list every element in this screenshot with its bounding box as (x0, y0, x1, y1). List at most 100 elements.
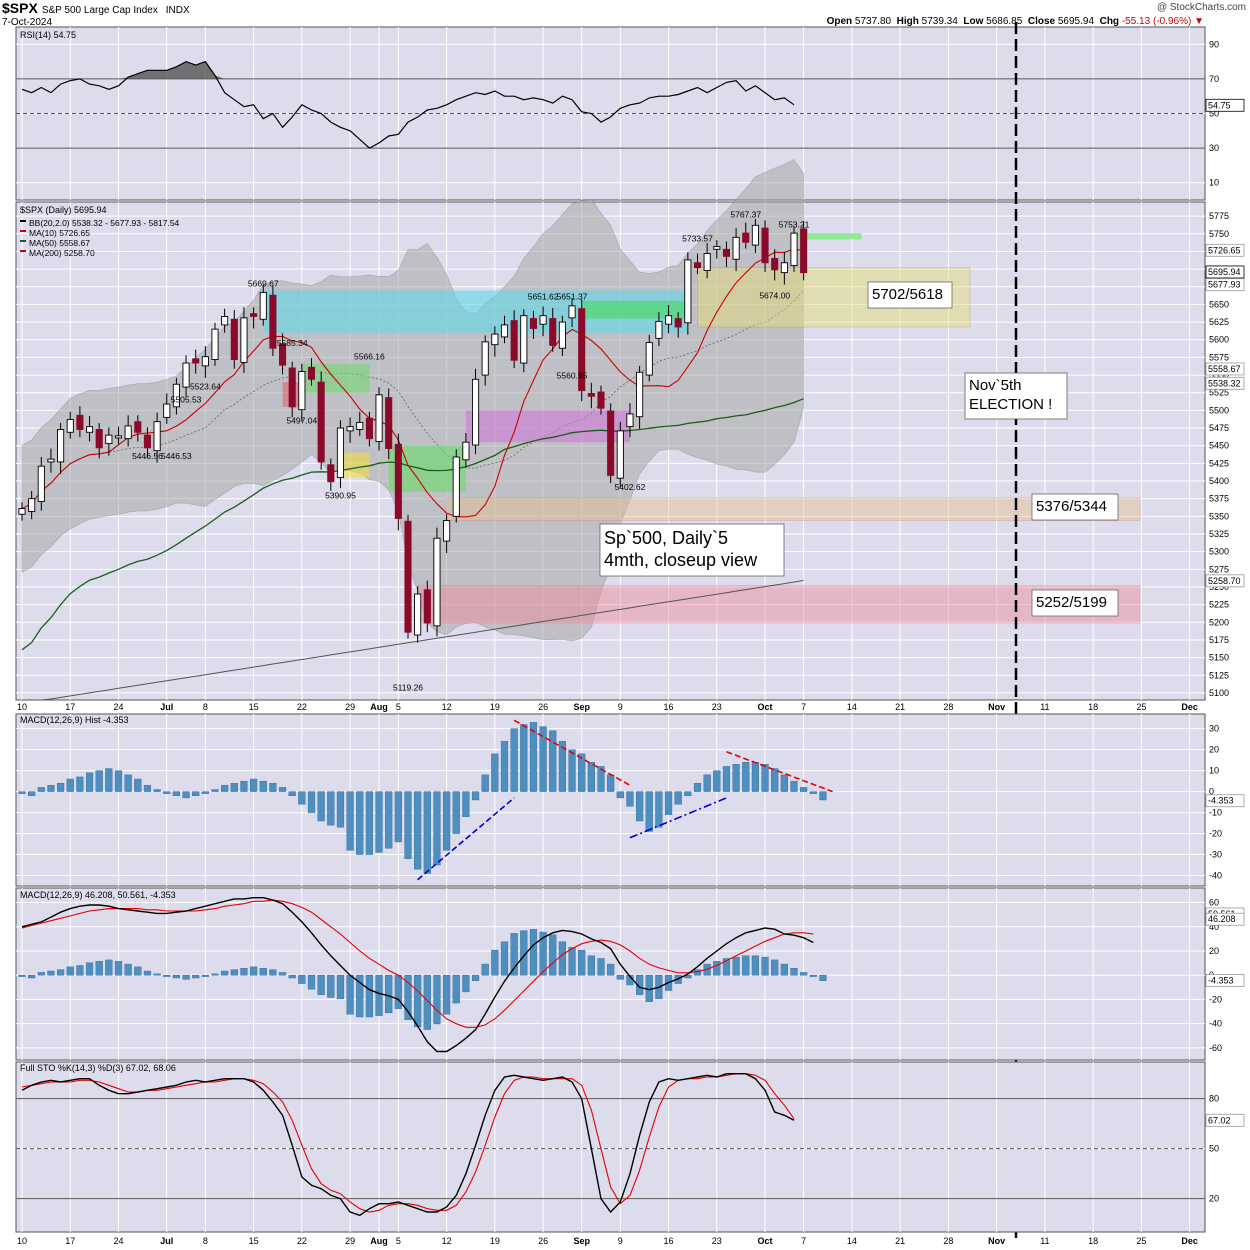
candle-up (500, 324, 509, 338)
hist-bar (462, 791, 470, 817)
price-y-tick: 5625 (1209, 317, 1229, 327)
macd-hist-bar (192, 975, 200, 979)
hist-bar (66, 778, 74, 792)
macd-hist-bar (356, 975, 364, 1018)
price-low-label: 5674.00 (759, 290, 790, 300)
macd-hist-bar (761, 956, 769, 976)
macd-y-tick: 60 (1209, 898, 1219, 908)
macd-hist-bar (298, 975, 306, 984)
x-axis-label: 10 (17, 702, 27, 712)
macd-hist-bar (732, 956, 740, 976)
bottom-x-axis-label: 23 (712, 1236, 722, 1246)
candle-down (143, 434, 152, 449)
hist-bar (414, 791, 422, 870)
candle-up (47, 458, 55, 463)
macd-hist-bar (385, 975, 393, 1014)
hist-bar (134, 778, 142, 792)
chg-value: -55.13 (-0.96%) (1121, 16, 1192, 27)
candle-down (250, 313, 258, 317)
bottom-x-axis-label: 28 (943, 1236, 953, 1246)
hist-bar (510, 728, 518, 792)
rsi-title: RSI(14) 54.75 (20, 30, 76, 40)
hist-bar (481, 774, 489, 792)
price-right-label-tag (1205, 278, 1245, 292)
down-arrow-icon: ▼ (1194, 16, 1204, 27)
x-axis-label: 12 (442, 702, 452, 712)
sto-y-tick: 50 (1209, 1144, 1219, 1154)
price-y-tick: 5775 (1209, 211, 1229, 221)
hist-bar (143, 785, 152, 792)
candle-up (780, 262, 788, 274)
chart-symbol: $SPX S&P 500 Large Cap Index INDX (2, 0, 190, 16)
macd-hist-bar (539, 931, 547, 976)
open-label: Open (826, 16, 853, 27)
macd-hist-bar (365, 975, 374, 1018)
bottom-x-axis-label: 22 (297, 1236, 307, 1246)
x-axis-label: 17 (65, 702, 75, 712)
candle-down (722, 248, 730, 257)
price-y-tick: 5500 (1209, 405, 1229, 415)
symbol-text: $SPX (2, 0, 38, 16)
price-y-tick: 5225 (1209, 600, 1229, 610)
hist-bar (674, 791, 682, 805)
macd-value-last-tag (1205, 912, 1245, 926)
macd-hist-bar (18, 975, 26, 977)
hist-y-tick: -20 (1209, 829, 1222, 839)
macd-hist-bar (414, 975, 422, 1027)
price-high-label: 5767.37 (730, 210, 761, 220)
candle-up (491, 333, 499, 346)
hist-bar (298, 791, 306, 805)
sto-y-tick: 80 (1209, 1094, 1219, 1104)
sto-last-tag-label: 67.02 (1208, 1115, 1231, 1125)
candle-up (568, 305, 576, 319)
open-value: 5737.80 (854, 16, 892, 27)
rsi-last-tag-label: 54.75 (1208, 100, 1231, 110)
hist-bar (491, 753, 499, 792)
bottom-x-axis-label: 17 (65, 1236, 75, 1246)
candle-down (76, 414, 84, 430)
hist-bar (597, 766, 605, 792)
price-y-tick: 5200 (1209, 617, 1229, 627)
ohlc-readout: Open 5737.80 High 5739.34 Low 5686.85 Cl… (827, 16, 1204, 27)
candle-down (674, 318, 682, 328)
macd-hist-bar (28, 975, 36, 979)
chg-label: Chg (1099, 16, 1120, 27)
candle-up (732, 236, 740, 260)
price-legend-item: MA(200) 5258.70 (29, 248, 95, 258)
price-right-label-tag (1205, 574, 1245, 588)
hist-bar (153, 789, 161, 792)
hist-y-tick: 10 (1209, 766, 1219, 776)
macd-hist-bar (481, 963, 489, 976)
candle-up (703, 253, 711, 271)
candle-up (790, 232, 798, 267)
price-right-label-tag (1205, 243, 1245, 257)
x-axis-label: 8 (203, 702, 208, 712)
rsi-y-tick: 30 (1209, 143, 1219, 153)
hist-bar (780, 774, 788, 792)
candle-up (665, 315, 673, 325)
x-axis-label: Nov (988, 702, 1005, 712)
bollinger-band (21, 159, 804, 642)
hist-bar (57, 783, 65, 792)
price-right-label-tag-label: 5726.65 (1208, 245, 1241, 255)
hist-bar (443, 791, 451, 851)
macd-hist-bar (800, 972, 808, 976)
hist-red-trendline (513, 719, 631, 787)
hist-bar (346, 791, 354, 851)
macd-hist-bar (249, 966, 258, 976)
candle-up (114, 435, 123, 439)
bottom-x-axis-label: 24 (113, 1236, 123, 1246)
candle-up (751, 224, 759, 246)
price-y-tick: 5600 (1209, 335, 1229, 345)
bottom-x-axis-label: Dec (1181, 1236, 1198, 1246)
price-y-tick: 5475 (1209, 423, 1229, 433)
macd-hist-bar (259, 968, 267, 976)
hist-bar (713, 770, 721, 792)
zone-yellow (340, 452, 370, 478)
low-value: 5686.85 (986, 16, 1023, 27)
sto-last-tag (1205, 1113, 1245, 1127)
x-axis-label: 14 (847, 702, 857, 712)
x-axis-label: Oct (758, 702, 773, 712)
macd-hist-bar (37, 972, 45, 976)
price-high-label: 5669.67 (248, 279, 279, 289)
